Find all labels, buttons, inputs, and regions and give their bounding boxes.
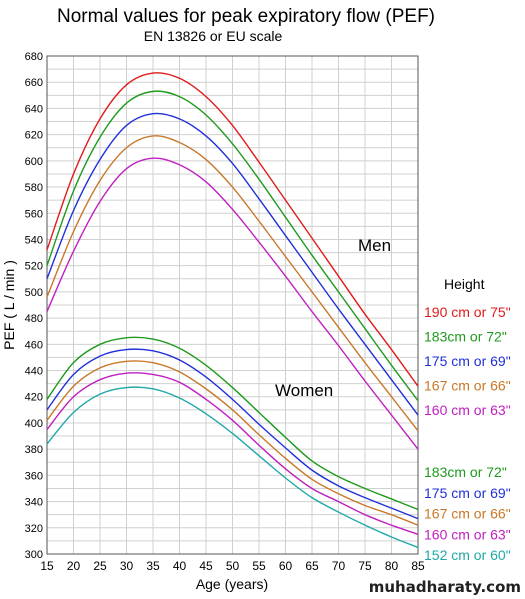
x-tick-label: 65 xyxy=(305,559,319,573)
legend-entry-men: 183cm or 72" xyxy=(424,329,507,345)
series-line-men xyxy=(46,112,419,416)
x-tick-label: 30 xyxy=(120,559,134,573)
x-tick-label: 35 xyxy=(146,559,160,573)
legend: 190 cm or 75" 183cm or 72" 175 cm or 69" 16… xyxy=(424,304,511,563)
y-tick-label: 460 xyxy=(25,339,43,351)
grid xyxy=(47,56,418,554)
chart-subtitle: EN 13826 or EU scale xyxy=(144,28,283,44)
y-tick-label: 500 xyxy=(25,287,43,299)
x-axis-label: Age (years) xyxy=(196,576,268,592)
legend-entry-women: 152 cm or 60" xyxy=(424,547,511,563)
y-tick-label: 340 xyxy=(25,497,43,509)
series-lines xyxy=(46,72,419,549)
series-line-women xyxy=(46,336,419,511)
series-line-men xyxy=(46,72,419,387)
y-tick-label: 440 xyxy=(25,366,43,378)
chart-title: Normal values for peak expiratory flow (… xyxy=(57,6,435,27)
y-tick-label: 520 xyxy=(25,261,43,273)
series-line-women xyxy=(46,372,419,536)
legend-entry-women: 183cm or 72" xyxy=(424,464,507,480)
group-label-women: Women xyxy=(275,381,333,400)
y-tick-label: 600 xyxy=(25,156,43,168)
x-tick-label: 45 xyxy=(199,559,213,573)
legend-title: Height xyxy=(444,276,485,292)
y-tick-label: 320 xyxy=(25,523,43,535)
y-tick-label: 400 xyxy=(25,418,43,430)
legend-entry-men: 167 cm or 66" xyxy=(424,378,511,394)
x-tick-label: 85 xyxy=(411,559,425,573)
x-tick-label: 75 xyxy=(358,559,372,573)
y-tick-label: 480 xyxy=(25,313,43,325)
y-tick-label: 300 xyxy=(25,549,43,561)
x-tick-label: 50 xyxy=(226,559,240,573)
y-axis-ticks: 300 320 340 360 380 400 420 440 460 480 500 520 540 5… xyxy=(25,51,43,561)
x-axis-ticks: 15 20 25 30 35 40 45 50 55 60 65 70 75 80 85 xyxy=(40,559,425,573)
group-label-men: Men xyxy=(358,236,391,255)
series-line-men xyxy=(46,157,419,450)
series-line-women xyxy=(46,360,419,526)
x-tick-label: 80 xyxy=(385,559,399,573)
series-line-men xyxy=(46,135,419,432)
series-line-women xyxy=(46,386,419,549)
y-tick-label: 620 xyxy=(25,130,43,142)
x-tick-label: 70 xyxy=(332,559,346,573)
x-tick-label: 60 xyxy=(279,559,293,573)
x-tick-label: 40 xyxy=(173,559,187,573)
legend-entry-men: 160 cm or 63" xyxy=(424,402,511,418)
legend-entry-men: 175 cm or 69" xyxy=(424,353,511,369)
legend-entry-women: 160 cm or 63" xyxy=(424,526,511,542)
y-tick-label: 420 xyxy=(25,392,43,404)
plot-area-border xyxy=(46,55,419,555)
x-tick-label: 20 xyxy=(67,559,81,573)
legend-entry-women: 167 cm or 66" xyxy=(424,506,511,522)
legend-entry-men: 190 cm or 75" xyxy=(424,304,511,320)
y-tick-label: 580 xyxy=(25,182,43,194)
y-tick-label: 540 xyxy=(25,234,43,246)
y-tick-label: 660 xyxy=(25,77,43,89)
x-tick-label: 15 xyxy=(40,559,54,573)
y-tick-label: 560 xyxy=(25,208,43,220)
x-tick-label: 55 xyxy=(252,559,266,573)
y-axis-label: PEF ( L / min ) xyxy=(1,260,17,350)
legend-entry-women: 175 cm or 69" xyxy=(424,485,511,501)
series-line-women xyxy=(46,348,419,520)
y-tick-label: 640 xyxy=(25,103,43,115)
watermark: muhadharaty.com xyxy=(369,578,521,596)
y-tick-label: 380 xyxy=(25,444,43,456)
y-tick-label: 680 xyxy=(25,51,43,63)
x-tick-label: 25 xyxy=(93,559,107,573)
y-tick-label: 360 xyxy=(25,470,43,482)
series-line-men xyxy=(46,90,419,402)
